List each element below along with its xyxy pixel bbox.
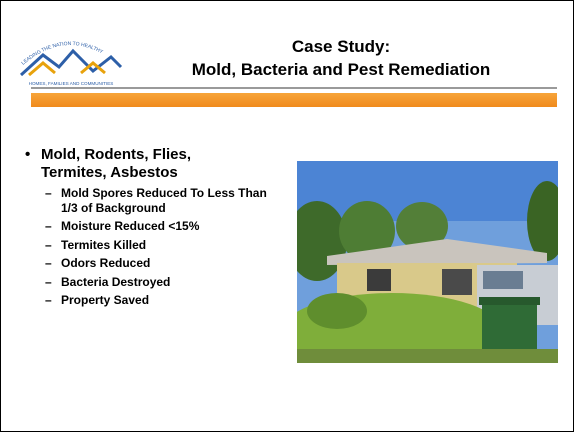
logo-base-text: HOMES, FAMILIES AND COMMUNITIES	[29, 81, 114, 86]
window	[367, 269, 391, 291]
sub-bullet: Termites Killed	[23, 238, 271, 253]
sub-bullet: Mold Spores Reduced To Less Than 1/3 of …	[23, 186, 271, 215]
shrub	[307, 293, 367, 329]
sub-bullet: Bacteria Destroyed	[23, 275, 271, 290]
sub-bullet: Moisture Reduced <15%	[23, 219, 271, 234]
bin-lid	[479, 297, 540, 305]
photo	[297, 161, 558, 363]
tree	[527, 181, 558, 261]
truck-window	[483, 271, 523, 289]
sub-bullet: Property Saved	[23, 293, 271, 308]
title-line: Mold, Bacteria and Pest Remediation	[191, 60, 491, 79]
bullet: Mold, Rodents, Flies, Termites, Asbestos	[23, 146, 241, 182]
title: Case Study: Mold, Bacteria and Pest Reme…	[131, 35, 551, 81]
logo-roof-small	[80, 61, 106, 75]
bullet-list: Mold, Rodents, Flies, Termites, Asbestos…	[23, 146, 283, 308]
window	[442, 269, 472, 295]
divider	[31, 87, 557, 89]
lawn	[297, 349, 558, 363]
title-line: Case Study:	[291, 37, 391, 56]
logo-roof-small	[28, 61, 56, 77]
logo-roofs	[19, 48, 123, 77]
accent-bar	[31, 93, 557, 107]
tree	[339, 201, 395, 261]
sub-bullet: Odors Reduced	[23, 256, 271, 271]
roof	[327, 239, 547, 265]
logo: LEADING THE NATION TO HEALTHY HOMES, FAM…	[19, 41, 123, 86]
tree	[396, 202, 448, 250]
